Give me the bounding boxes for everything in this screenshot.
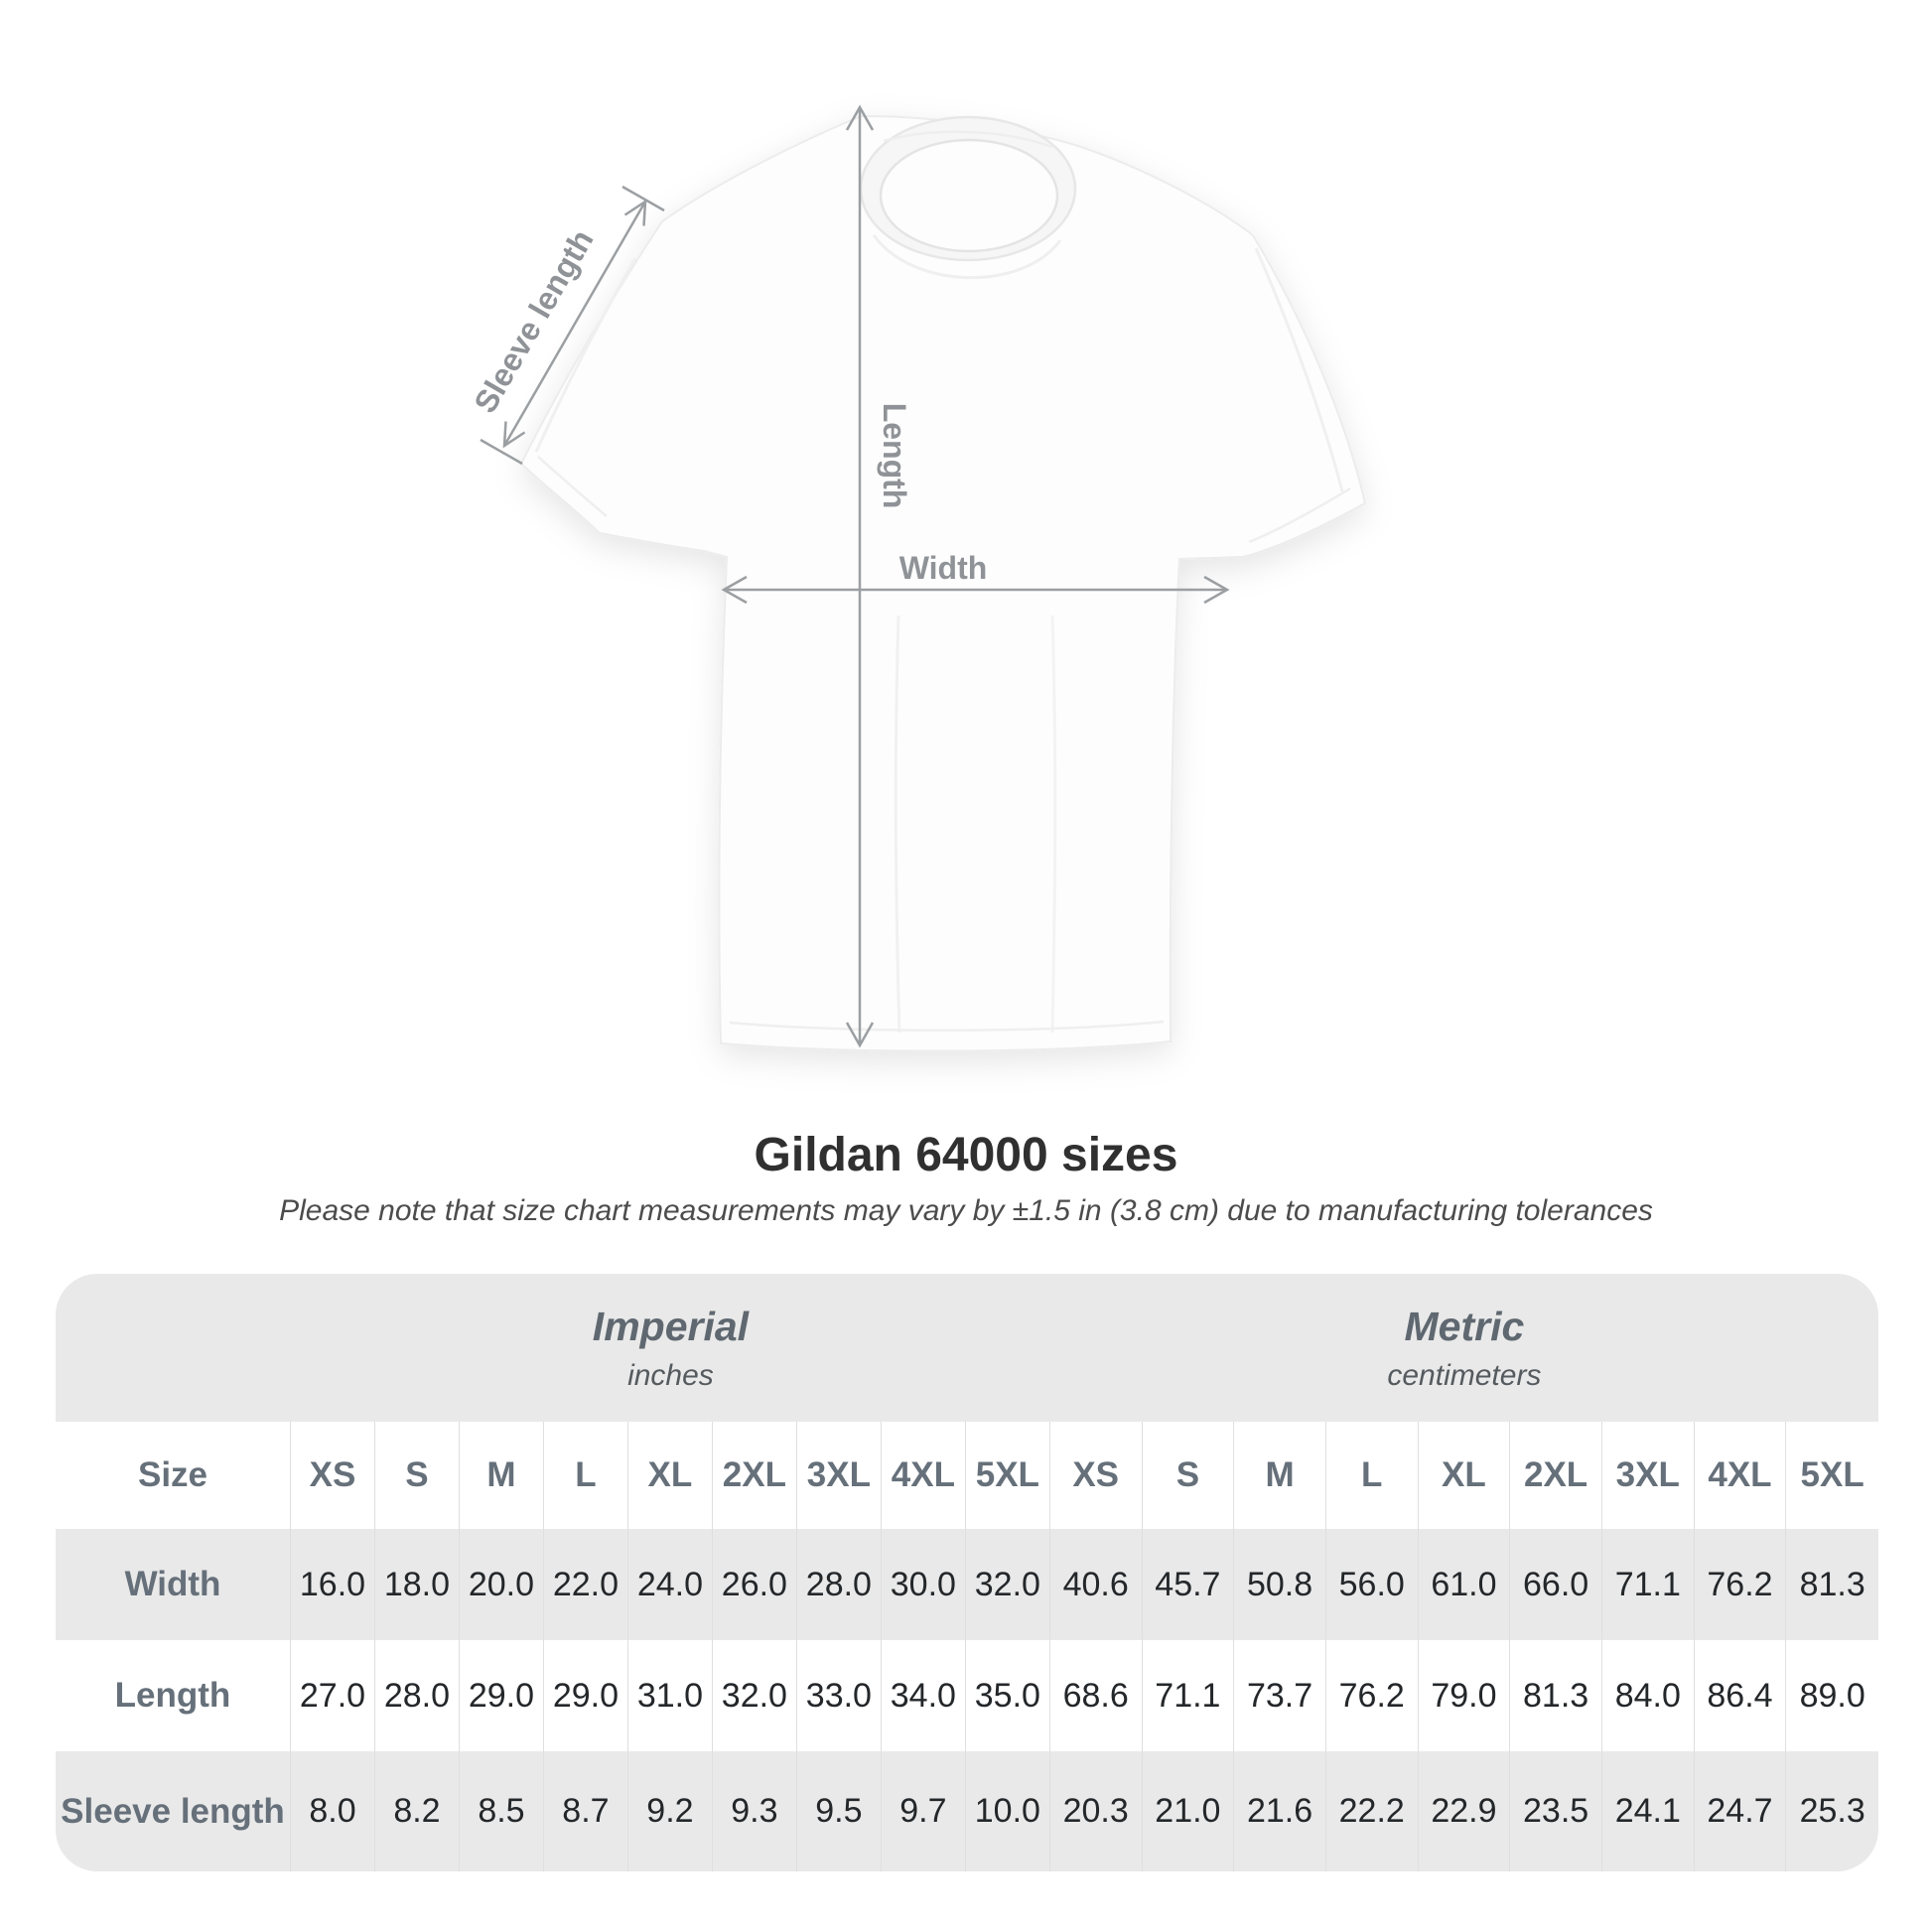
value-cell: 20.3: [1050, 1751, 1143, 1871]
value-cell: 40.6: [1050, 1529, 1143, 1640]
width-label: Width: [899, 550, 988, 586]
value-cell: 50.8: [1234, 1529, 1326, 1640]
tshirt-measurement-diagram: Width Length Sleeve length: [0, 0, 1932, 1172]
size-header: XS: [1050, 1422, 1143, 1529]
tolerance-note: Please note that size chart measurements…: [0, 1193, 1932, 1229]
size-header: 5XL: [966, 1422, 1050, 1529]
value-cell: 24.7: [1695, 1751, 1787, 1871]
value-cell: 21.0: [1143, 1751, 1235, 1871]
value-cell: 28.0: [375, 1640, 460, 1751]
size-header: XL: [1419, 1422, 1511, 1529]
size-column-header: Size: [56, 1422, 291, 1529]
size-guide-page: Width Length Sleeve length Gildan 64000 …: [0, 0, 1932, 1932]
value-cell: 9.2: [628, 1751, 713, 1871]
value-cell: 33.0: [797, 1640, 882, 1751]
value-cell: 34.0: [882, 1640, 966, 1751]
value-cell: 10.0: [966, 1751, 1050, 1871]
value-cell: 84.0: [1602, 1640, 1695, 1751]
value-cell: 32.0: [966, 1529, 1050, 1640]
imperial-label: Imperial: [593, 1304, 749, 1350]
size-header: 5XL: [1786, 1422, 1878, 1529]
value-cell: 81.3: [1510, 1640, 1602, 1751]
size-header: M: [460, 1422, 544, 1529]
value-cell: 86.4: [1695, 1640, 1787, 1751]
value-cell: 71.1: [1143, 1640, 1235, 1751]
row-label: Sleeve length: [56, 1751, 291, 1871]
value-cell: 79.0: [1419, 1640, 1511, 1751]
value-cell: 9.5: [797, 1751, 882, 1871]
value-cell: 89.0: [1786, 1640, 1878, 1751]
value-cell: 23.5: [1510, 1751, 1602, 1871]
size-header: XS: [291, 1422, 375, 1529]
value-cell: 30.0: [882, 1529, 966, 1640]
value-cell: 66.0: [1510, 1529, 1602, 1640]
value-cell: 24.1: [1602, 1751, 1695, 1871]
size-header: 2XL: [713, 1422, 797, 1529]
dimension-tick: [481, 440, 522, 464]
row-label: Width: [56, 1529, 291, 1640]
value-cell: 20.0: [460, 1529, 544, 1640]
size-header: 4XL: [882, 1422, 966, 1529]
size-header: XL: [628, 1422, 713, 1529]
size-header: L: [544, 1422, 628, 1529]
value-cell: 27.0: [291, 1640, 375, 1751]
value-cell: 68.6: [1050, 1640, 1143, 1751]
size-header: S: [375, 1422, 460, 1529]
value-cell: 22.9: [1419, 1751, 1511, 1871]
unit-group-metric: Metric centimeters: [1050, 1274, 1878, 1422]
value-cell: 29.0: [544, 1640, 628, 1751]
value-cell: 24.0: [628, 1529, 713, 1640]
value-cell: 21.6: [1234, 1751, 1326, 1871]
unit-group-imperial: Imperial inches: [291, 1274, 1050, 1422]
value-cell: 31.0: [628, 1640, 713, 1751]
value-cell: 8.2: [375, 1751, 460, 1871]
metric-unit: centimeters: [1387, 1359, 1541, 1393]
value-cell: 18.0: [375, 1529, 460, 1640]
page-title: Gildan 64000 sizes: [0, 1130, 1932, 1181]
value-cell: 61.0: [1419, 1529, 1511, 1640]
value-cell: 73.7: [1234, 1640, 1326, 1751]
value-cell: 22.2: [1326, 1751, 1419, 1871]
size-header: 2XL: [1510, 1422, 1602, 1529]
units-band: Imperial inches Metric centimeters: [56, 1274, 1878, 1422]
value-cell: 32.0: [713, 1640, 797, 1751]
size-header: M: [1234, 1422, 1326, 1529]
value-cell: 45.7: [1143, 1529, 1235, 1640]
row-label: Length: [56, 1640, 291, 1751]
imperial-unit: inches: [627, 1359, 714, 1393]
length-label: Length: [877, 403, 912, 509]
value-cell: 81.3: [1786, 1529, 1878, 1640]
size-header: S: [1143, 1422, 1235, 1529]
value-cell: 9.3: [713, 1751, 797, 1871]
value-cell: 8.5: [460, 1751, 544, 1871]
value-cell: 28.0: [797, 1529, 882, 1640]
value-cell: 26.0: [713, 1529, 797, 1640]
size-header: 3XL: [1602, 1422, 1695, 1529]
value-cell: 8.7: [544, 1751, 628, 1871]
size-header: 4XL: [1695, 1422, 1787, 1529]
value-cell: 16.0: [291, 1529, 375, 1640]
size-chart-card: Imperial inches Metric centimeters Size …: [56, 1274, 1878, 1871]
value-cell: 76.2: [1695, 1529, 1787, 1640]
value-cell: 8.0: [291, 1751, 375, 1871]
value-cell: 71.1: [1602, 1529, 1695, 1640]
size-header: L: [1326, 1422, 1419, 1529]
value-cell: 35.0: [966, 1640, 1050, 1751]
value-cell: 9.7: [882, 1751, 966, 1871]
value-cell: 29.0: [460, 1640, 544, 1751]
value-cell: 56.0: [1326, 1529, 1419, 1640]
size-chart-table: Size XS S M L XL 2XL 3XL 4XL 5XL XS S M …: [56, 1422, 1878, 1871]
value-cell: 22.0: [544, 1529, 628, 1640]
size-header: 3XL: [797, 1422, 882, 1529]
metric-label: Metric: [1405, 1304, 1525, 1350]
value-cell: 25.3: [1786, 1751, 1878, 1871]
value-cell: 76.2: [1326, 1640, 1419, 1751]
